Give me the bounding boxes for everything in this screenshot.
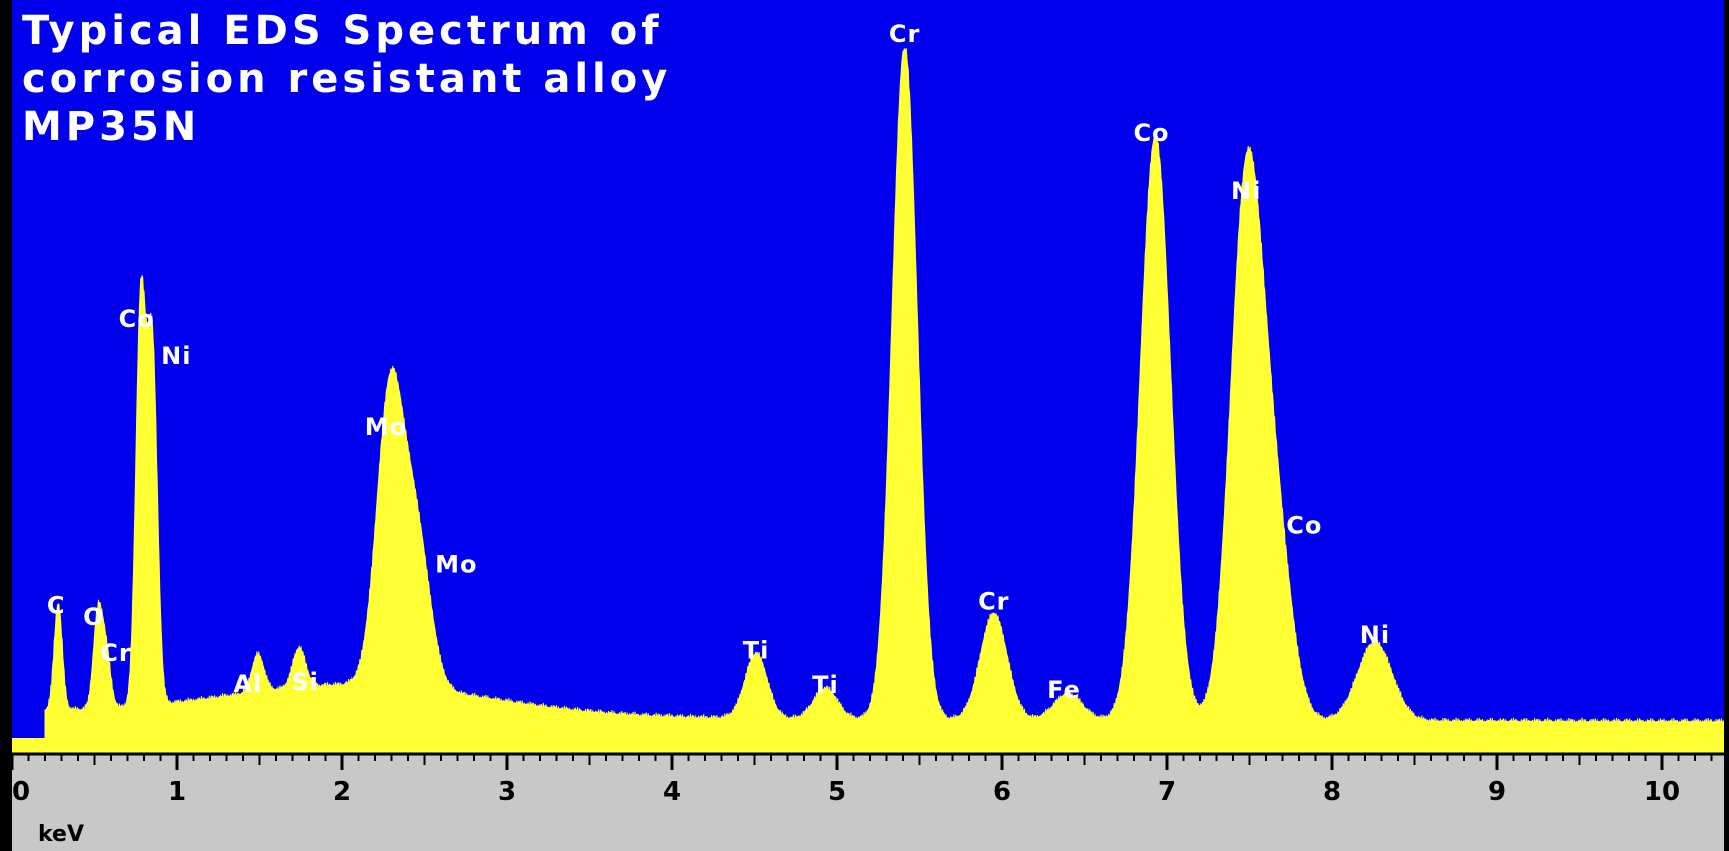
x-axis: 0 1 2 3 4 5 6 7 8 9 10 [12, 752, 1724, 807]
peak-label-co-16: Co [1286, 511, 1322, 539]
spectrum-baseline [12, 738, 1724, 754]
peak-label-ti-9: Ti [743, 637, 770, 665]
peak-label-fe-13: Fe [1047, 676, 1081, 704]
peak-label-cr-12: Cr [978, 587, 1009, 615]
x-tick-label-5: 5 [828, 777, 846, 807]
peak-label-ni-4: Ni [161, 342, 191, 370]
x-axis-band [12, 754, 1724, 851]
x-tick-label-9: 9 [1488, 777, 1506, 807]
spectrum-area [44, 47, 1724, 739]
x-tick-label-1: 1 [168, 777, 186, 807]
x-tick-label-4: 4 [663, 777, 681, 807]
x-tick-label-2: 2 [333, 777, 351, 807]
x-tick-label-0: 0 [12, 777, 30, 807]
title-line-1: Typical EDS Spectrum of [22, 8, 663, 54]
spectrum-layer [12, 47, 1724, 754]
x-axis-label: keV [38, 822, 84, 847]
peak-label-si-6: Si [291, 668, 319, 696]
x-tick-label-6: 6 [993, 777, 1011, 807]
peak-label-mo-7: Mo [365, 413, 407, 441]
peak-label-al-5: Al [233, 670, 262, 698]
x-tick-label-7: 7 [1158, 777, 1176, 807]
peak-label-cr-11: Cr [889, 20, 920, 48]
title-line-2: corrosion resistant alloy [22, 56, 671, 102]
peak-label-co-14: Co [1133, 119, 1169, 147]
x-tick-label-3: 3 [498, 777, 516, 807]
peak-label-c-0: C [47, 591, 66, 619]
peak-label-ni-15: Ni [1231, 177, 1261, 205]
peak-label-ti-10: Ti [812, 671, 839, 699]
x-tick-label-10: 10 [1644, 777, 1680, 807]
peak-label-o-1: O [83, 603, 104, 631]
peak-label-cr-2: Cr [100, 639, 131, 667]
peak-label-ni-17: Ni [1360, 621, 1390, 649]
peak-label-mo-8: Mo [435, 551, 477, 579]
title-line-3: MP35N [22, 104, 200, 150]
plot-background [12, 0, 1724, 754]
peak-label-co-3: Co [119, 305, 155, 333]
x-tick-label-8: 8 [1323, 777, 1341, 807]
